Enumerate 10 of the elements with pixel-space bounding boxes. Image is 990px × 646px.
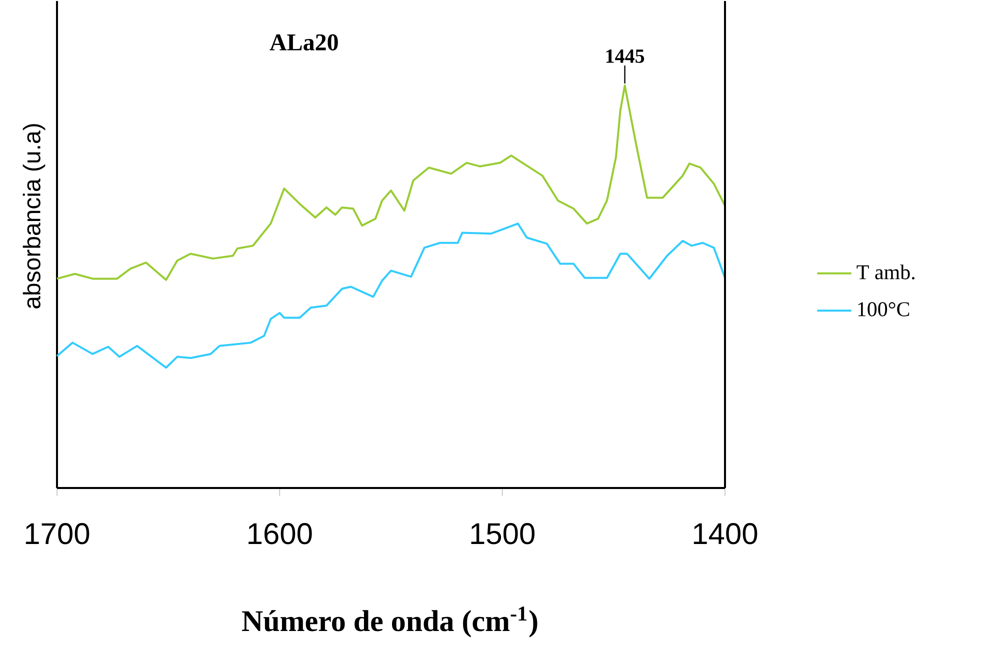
- x-tick-label: 1700: [26, 523, 90, 544]
- x-tick-label: 1600: [248, 523, 312, 544]
- legend-label: 100°C: [858, 302, 910, 316]
- x-tick-label: 1400: [694, 523, 758, 544]
- y-axis-title: absorbancia (u.a): [22, 124, 46, 308]
- annotation: 1445: [606, 50, 644, 63]
- chart-title: ALa20: [270, 34, 338, 50]
- x-axis-title: Número de onda (cm$^{-1}$): [242, 606, 538, 638]
- legend-label: T amb.: [856, 264, 914, 280]
- x-tick-label: 1500: [471, 523, 534, 544]
